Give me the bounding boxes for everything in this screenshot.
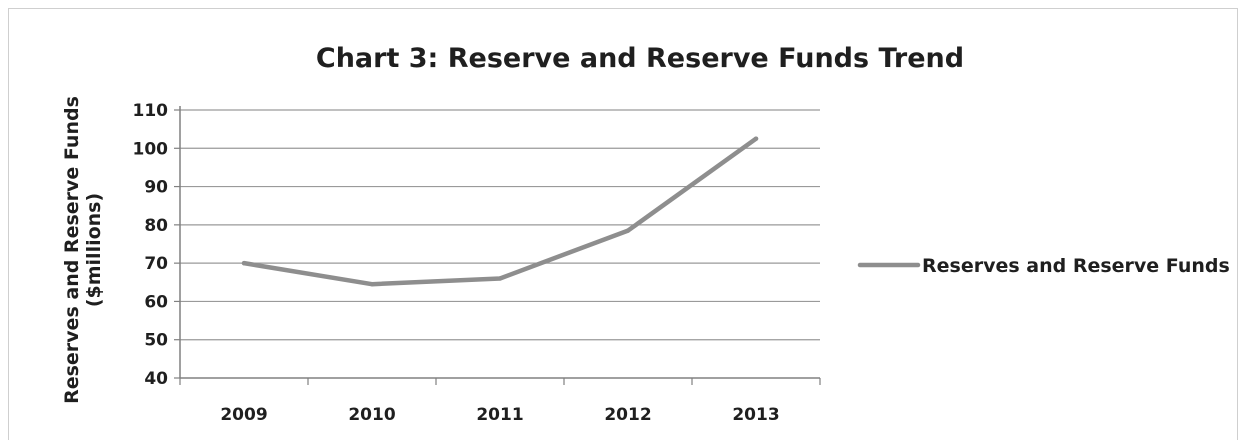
y-tick-label: 80 [144,216,168,236]
y-tick-label: 110 [133,101,169,121]
y-tick-label: 90 [144,178,168,198]
gridlines [180,109,820,341]
y-tick-label: 70 [144,254,168,274]
data-point [241,260,247,266]
legend-label: Reserves and Reserve Funds [922,255,1230,277]
y-axis-title-line-2: ($millions) [83,193,105,307]
x-tick-label: 2012 [604,405,651,425]
x-tick-labels: 2009 2010 2011 2012 2013 [220,405,779,425]
x-tick-label: 2009 [220,405,267,425]
data-point [753,136,759,141]
y-tick-label: 60 [144,292,168,312]
data-point [625,228,631,233]
series-line [241,136,759,287]
legend: Reserves and Reserve Funds [857,255,1230,277]
y-axis-title-line-1: Reserves and Reserve Funds [61,96,83,404]
x-tick-label: 2010 [348,405,395,425]
y-tick-label: 40 [144,369,168,389]
y-tick-label: 100 [133,139,169,159]
data-point [497,276,503,281]
y-tick-label: 50 [144,331,168,351]
chart-frame [8,8,1238,440]
data-point [369,282,375,287]
x-tick-label: 2013 [732,405,779,425]
y-tick-labels: 40 50 60 70 80 90 100 110 [133,101,169,389]
series-layer [241,136,759,287]
axes [174,106,821,385]
x-tick-label: 2011 [476,405,523,425]
chart-title: Chart 3: Reserve and Reserve Funds Trend [316,43,964,74]
